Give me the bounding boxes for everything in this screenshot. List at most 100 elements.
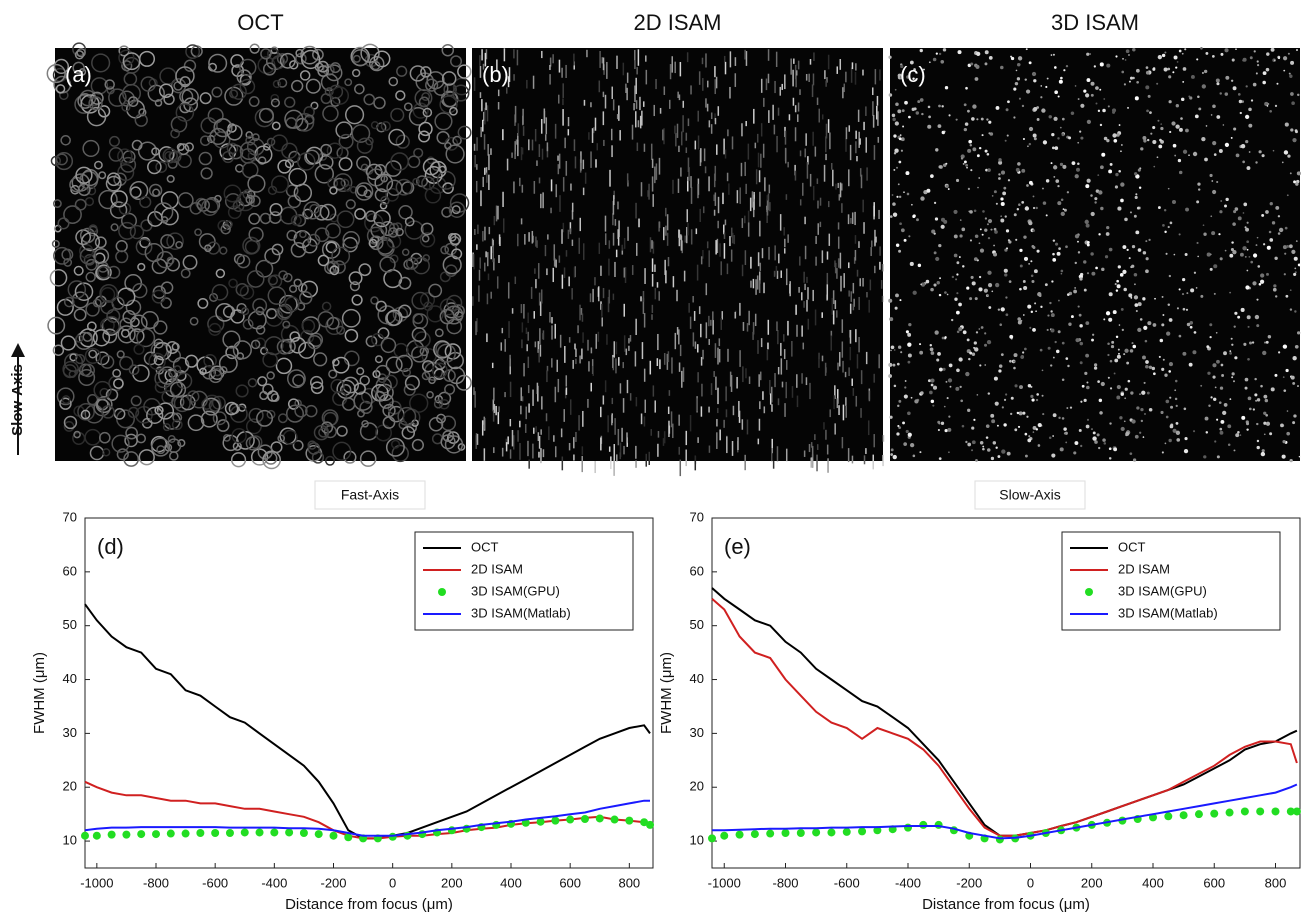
speckle bbox=[650, 237, 652, 252]
speckle bbox=[715, 240, 717, 254]
speckle bbox=[907, 411, 911, 415]
speckle bbox=[791, 341, 793, 357]
speckle bbox=[1006, 229, 1009, 232]
speckle bbox=[1007, 135, 1009, 137]
speckle bbox=[648, 452, 650, 465]
speckle bbox=[1083, 90, 1086, 93]
speckle bbox=[1176, 104, 1179, 107]
speckle bbox=[742, 419, 744, 429]
speckle bbox=[990, 229, 992, 231]
speckle bbox=[1290, 308, 1292, 310]
speckle bbox=[1249, 341, 1252, 344]
speckle bbox=[1071, 315, 1074, 318]
speckle bbox=[1091, 82, 1095, 86]
speckle bbox=[498, 90, 500, 97]
speckle bbox=[1109, 248, 1113, 252]
speckle bbox=[1004, 269, 1008, 273]
speckle bbox=[610, 456, 612, 469]
speckle bbox=[1076, 168, 1080, 172]
speckle bbox=[850, 330, 852, 344]
speckle bbox=[1263, 395, 1267, 399]
speckle bbox=[1171, 121, 1175, 125]
speckle bbox=[898, 346, 901, 349]
speckle bbox=[561, 68, 563, 78]
speckle bbox=[764, 406, 766, 413]
speckle bbox=[793, 59, 795, 64]
speckle bbox=[705, 166, 707, 173]
speckle bbox=[1211, 180, 1213, 182]
speckle bbox=[1014, 428, 1017, 431]
speckle bbox=[552, 54, 554, 63]
speckle bbox=[1134, 295, 1138, 299]
speckle bbox=[655, 79, 657, 89]
speckle bbox=[815, 257, 817, 266]
speckle bbox=[652, 159, 654, 168]
speckle bbox=[993, 253, 997, 257]
speckle bbox=[901, 150, 903, 152]
speckle bbox=[849, 125, 851, 131]
speckle bbox=[1115, 185, 1118, 188]
speckle bbox=[768, 320, 770, 335]
speckle bbox=[707, 81, 709, 88]
speckle bbox=[1075, 262, 1077, 264]
speckle bbox=[968, 358, 970, 360]
speckle bbox=[1246, 166, 1250, 170]
speckle bbox=[1270, 202, 1273, 205]
y-tick-label: 20 bbox=[63, 779, 77, 794]
speckle bbox=[1216, 115, 1220, 119]
speckle bbox=[934, 251, 937, 254]
speckle bbox=[895, 307, 898, 310]
speckle bbox=[1104, 442, 1107, 445]
speckle bbox=[681, 235, 683, 250]
speckle bbox=[1033, 79, 1036, 82]
speckle bbox=[563, 177, 565, 192]
speckle bbox=[817, 223, 819, 235]
speckle bbox=[479, 270, 481, 281]
speckle bbox=[542, 192, 544, 208]
speckle bbox=[1233, 127, 1236, 130]
speckle bbox=[1168, 188, 1170, 190]
y-tick-label: 50 bbox=[63, 617, 77, 632]
speckle bbox=[717, 408, 719, 413]
speckle bbox=[768, 49, 770, 61]
speckle bbox=[745, 184, 747, 194]
speckle bbox=[988, 283, 992, 287]
speckle bbox=[784, 349, 786, 359]
speckle bbox=[1145, 240, 1147, 242]
speckle bbox=[1293, 180, 1296, 183]
speckle bbox=[1168, 304, 1170, 306]
speckle bbox=[1143, 251, 1146, 254]
speckle bbox=[844, 84, 846, 92]
speckle bbox=[1032, 72, 1036, 76]
speckle bbox=[1029, 61, 1032, 64]
speckle bbox=[1077, 162, 1079, 164]
legend-label: 3D ISAM(Matlab) bbox=[1118, 605, 1218, 620]
speckle bbox=[1176, 438, 1180, 442]
data-point bbox=[1180, 811, 1188, 819]
speckle bbox=[715, 192, 717, 205]
speckle bbox=[956, 261, 959, 264]
speckle bbox=[933, 58, 937, 62]
speckle bbox=[646, 70, 648, 85]
speckle bbox=[979, 276, 981, 278]
data-point bbox=[996, 835, 1004, 843]
speckle bbox=[1087, 78, 1091, 82]
speckle bbox=[1117, 207, 1121, 211]
speckle bbox=[1047, 329, 1049, 331]
speckle bbox=[609, 240, 611, 248]
speckle bbox=[998, 158, 1001, 161]
speckle bbox=[669, 100, 671, 109]
speckle bbox=[895, 102, 899, 106]
speckle bbox=[1054, 90, 1058, 94]
speckle bbox=[934, 202, 936, 204]
data-point bbox=[108, 831, 116, 839]
speckle bbox=[498, 102, 500, 109]
speckle bbox=[979, 147, 981, 149]
speckle bbox=[1152, 126, 1155, 129]
speckle bbox=[1106, 311, 1110, 315]
panel-image bbox=[888, 47, 1301, 462]
speckle bbox=[705, 98, 707, 107]
speckle bbox=[827, 284, 829, 299]
speckle bbox=[1040, 349, 1043, 352]
speckle bbox=[984, 332, 986, 334]
